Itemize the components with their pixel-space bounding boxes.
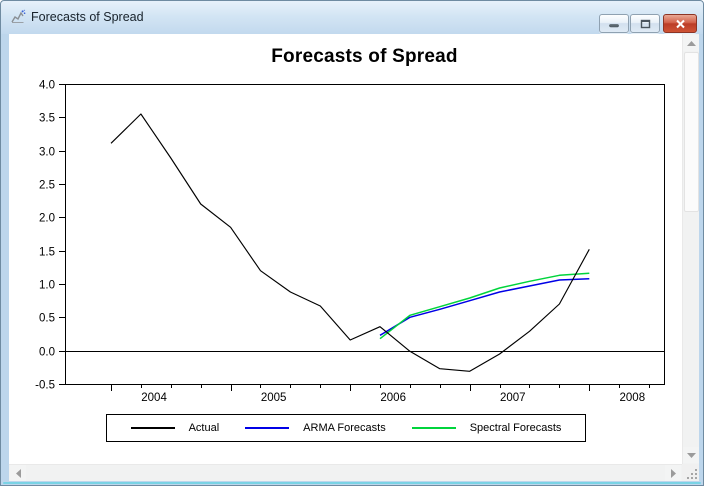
y-tick-label: 3.5 <box>39 113 55 125</box>
x-tick-label: 2006 <box>380 392 406 404</box>
close-icon <box>675 19 685 28</box>
x-tick-label: 2004 <box>141 392 167 404</box>
scroll-down-icon <box>686 452 696 458</box>
scroll-right-button[interactable] <box>665 465 681 481</box>
resize-grip[interactable] <box>682 464 699 481</box>
vertical-scrollbar-thumb[interactable] <box>684 52 699 212</box>
chart-title: Forecasts of Spread <box>271 46 458 67</box>
maximize-icon <box>640 19 650 28</box>
x-tick-label: 2007 <box>500 392 526 404</box>
plot-frame <box>65 84 665 385</box>
scroll-left-icon <box>15 468 21 478</box>
chart-legend[interactable]: Actual ARMA Forecasts Spectral Forecasts <box>106 414 586 442</box>
scroll-down-button[interactable] <box>683 447 699 463</box>
y-tick-label: 0.0 <box>39 347 55 359</box>
legend-entry: ARMA Forecasts <box>245 422 386 434</box>
graph-window-icon <box>11 9 26 23</box>
window-title: Forecasts of Spread <box>31 10 144 24</box>
maximize-button[interactable] <box>630 14 660 33</box>
x-tick-label: 2008 <box>620 392 646 404</box>
horizontal-scrollbar[interactable] <box>9 464 682 481</box>
scroll-left-button[interactable] <box>10 465 26 481</box>
y-tick-label: 2.0 <box>39 213 55 225</box>
chart-plot: 4.0 3.5 3.0 2.5 2.0 1.5 1.0 0.5 0.0 -0.5 2004 2005 2… <box>35 80 665 404</box>
scroll-up-icon <box>686 40 696 46</box>
close-button[interactable] <box>663 14 697 33</box>
legend-label: Spectral Forecasts <box>469 422 562 434</box>
series-arma-forecasts <box>379 277 590 336</box>
y-tick-label: -0.5 <box>35 380 55 392</box>
legend-line-sample <box>245 427 290 429</box>
y-tick-label: 0.5 <box>39 313 55 325</box>
legend-label: Actual <box>188 422 220 434</box>
series-actual <box>110 113 590 372</box>
legend-label: ARMA Forecasts <box>303 422 386 434</box>
y-tick-label: 3.0 <box>39 147 55 159</box>
y-tick-label: 4.0 <box>39 80 55 92</box>
vertical-scrollbar[interactable] <box>682 34 699 464</box>
resize-grip-icon <box>687 469 697 479</box>
series-spectral-forecasts <box>379 272 590 340</box>
legend-line-sample <box>130 427 175 429</box>
y-tick-label: 1.0 <box>39 280 55 292</box>
minimize-icon <box>609 24 619 28</box>
scroll-right-icon <box>670 468 676 478</box>
x-tick-label: 2005 <box>261 392 287 404</box>
legend-line-sample <box>411 427 456 429</box>
legend-entry: Actual <box>130 422 220 434</box>
window-titlebar[interactable]: Forecasts of Spread <box>1 1 703 34</box>
y-tick-label: 2.5 <box>39 180 55 192</box>
legend-entry: Spectral Forecasts <box>411 422 562 434</box>
window-bottom-edge-highlight <box>3 482 701 484</box>
chart-canvas: Forecasts of Spread 4.0 3.5 3.0 2.5 2.0 1.5 1.… <box>9 34 682 464</box>
minimize-button[interactable] <box>599 14 629 33</box>
y-tick-label: 1.5 <box>39 247 55 259</box>
window-client-area: Forecasts of Spread 4.0 3.5 3.0 2.5 2.0 1.5 1.… <box>9 34 699 481</box>
scroll-up-button[interactable] <box>683 35 699 51</box>
